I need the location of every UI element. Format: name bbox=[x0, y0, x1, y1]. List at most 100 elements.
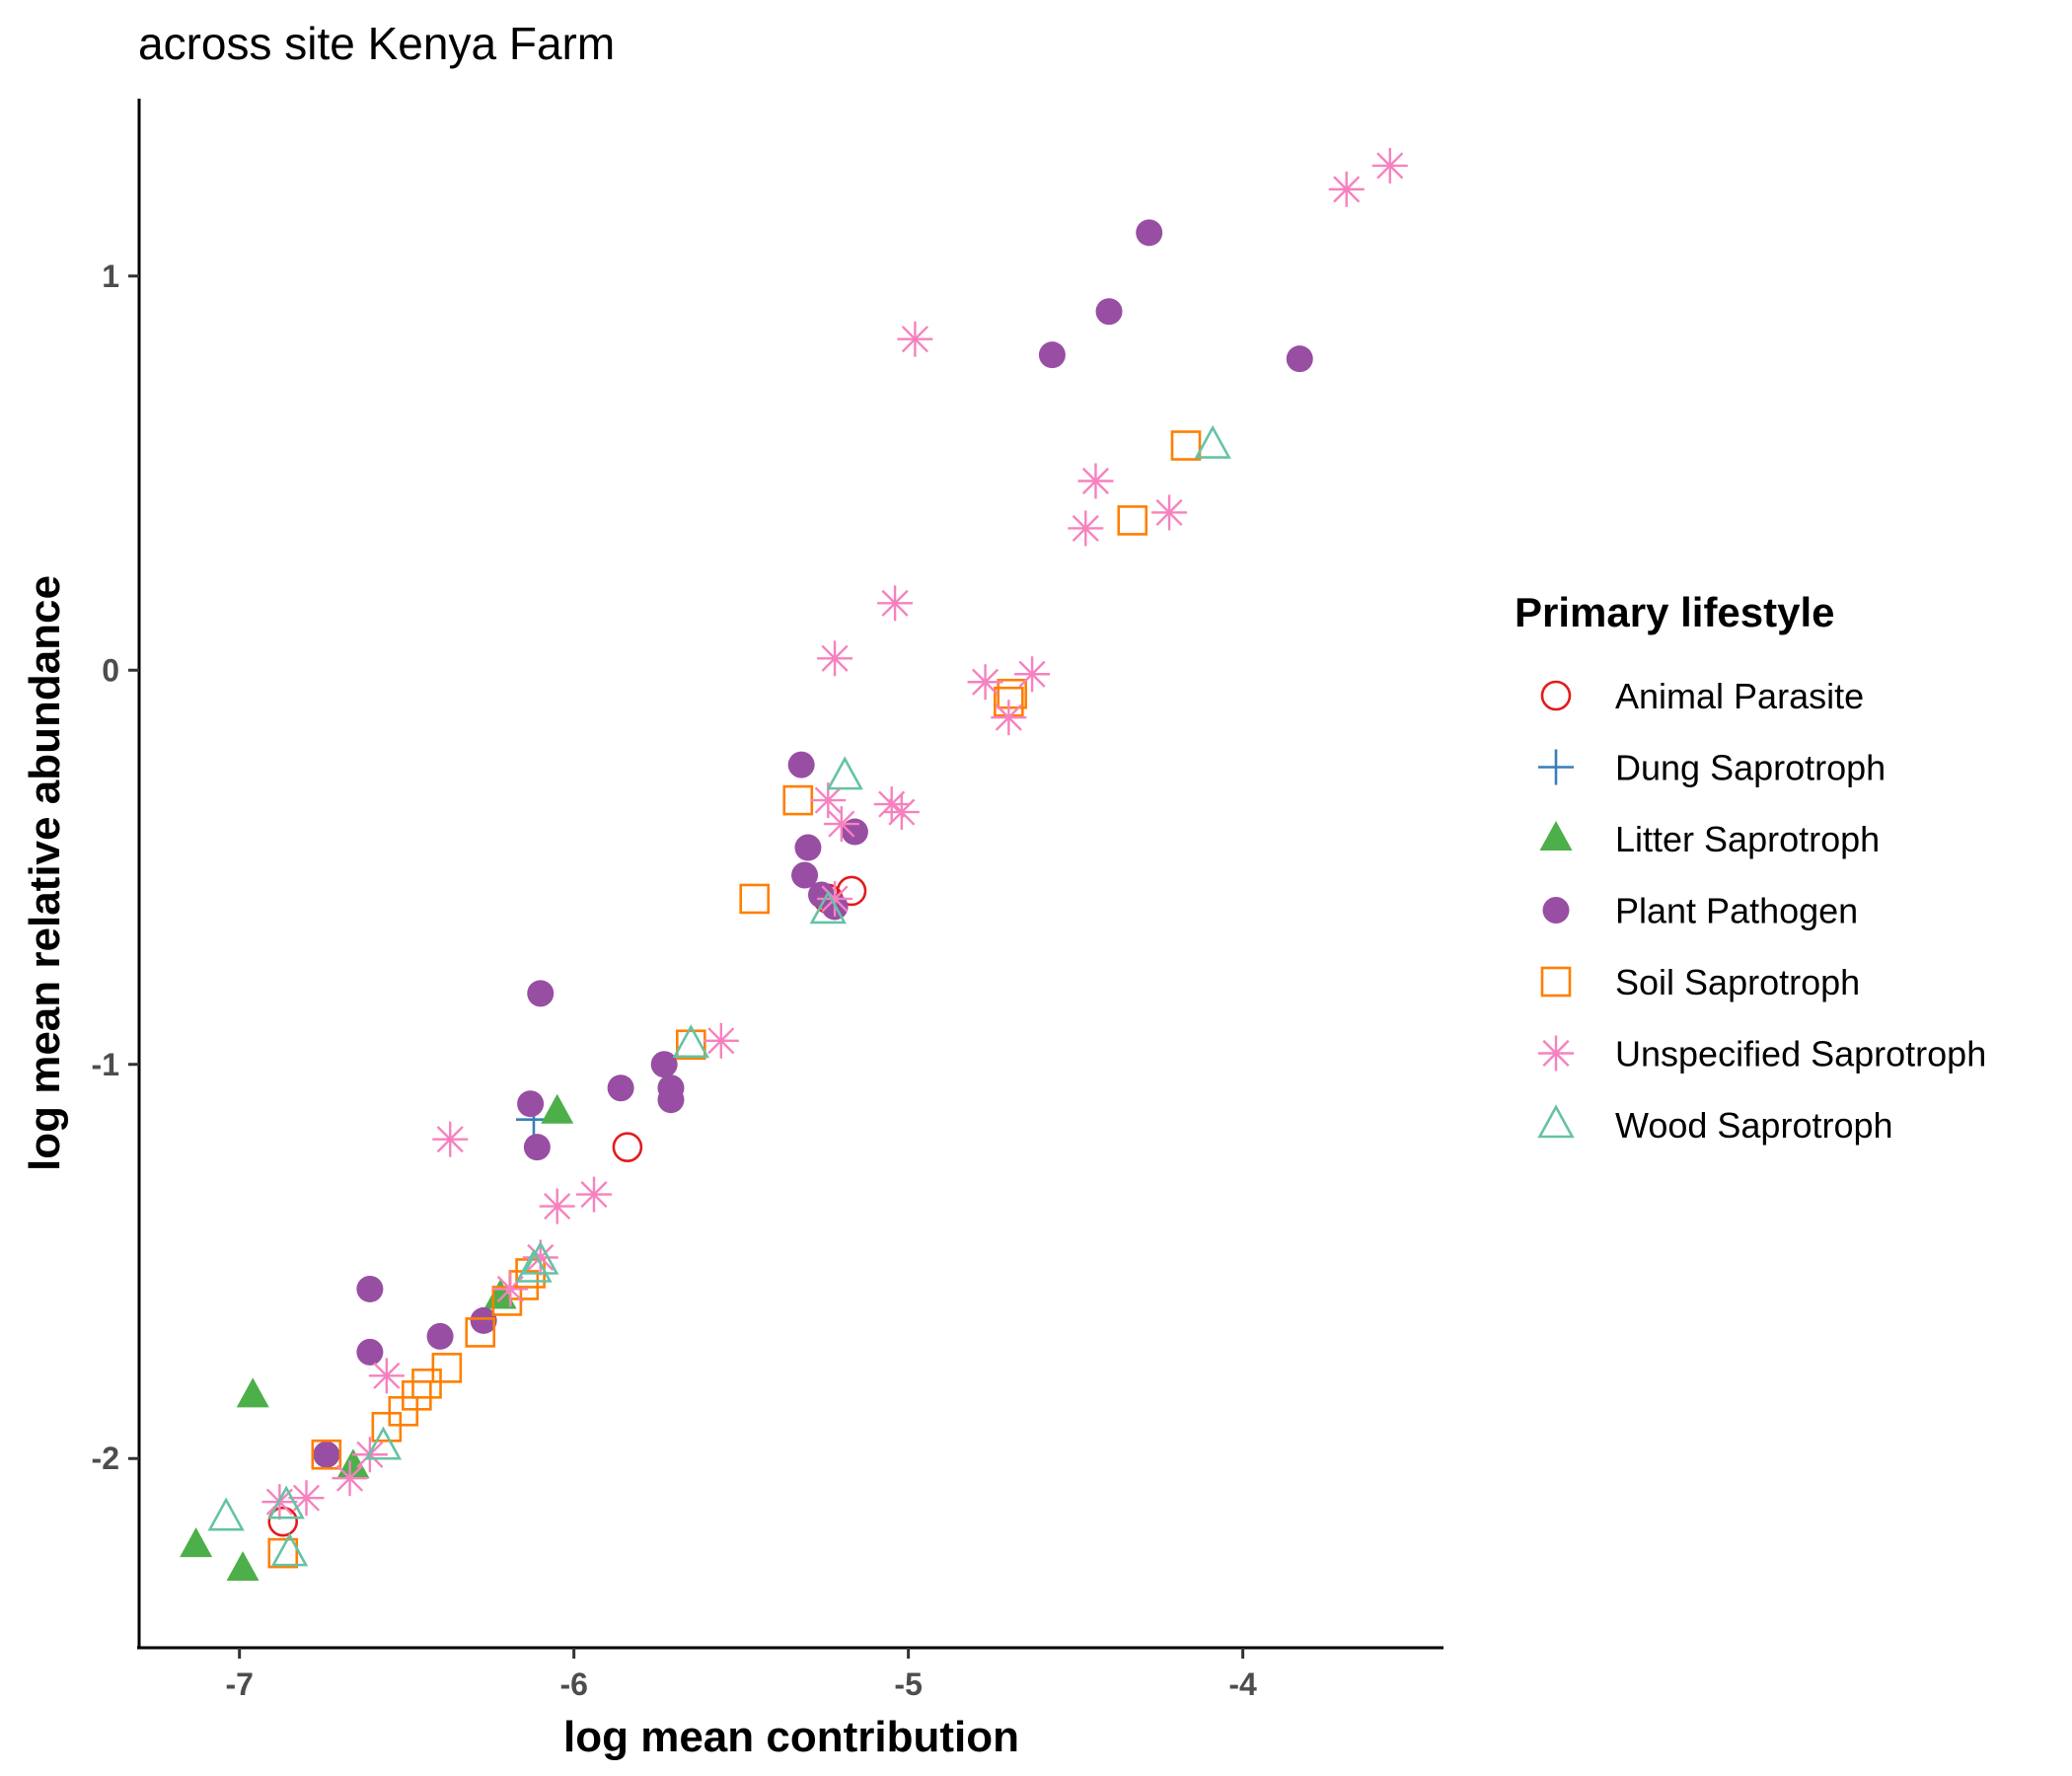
data-point bbox=[576, 1176, 613, 1213]
series-unspecified-saprotroph bbox=[261, 147, 1408, 1520]
legend-item: Wood Saprotroph bbox=[1537, 1104, 1893, 1146]
y-tick-label: 1 bbox=[102, 259, 119, 294]
legend-item: Dung Saprotroph bbox=[1538, 748, 1886, 788]
data-point bbox=[1014, 656, 1051, 693]
data-point bbox=[823, 806, 859, 843]
data-point bbox=[364, 1426, 403, 1460]
data-point bbox=[270, 1532, 309, 1567]
data-point bbox=[1117, 505, 1148, 536]
data-point bbox=[368, 1358, 405, 1394]
data-point bbox=[1077, 463, 1114, 499]
legend-key bbox=[1542, 897, 1570, 924]
data-point bbox=[180, 1527, 213, 1558]
x-axis-ticks: -7 -6 -5 -4 bbox=[225, 1648, 1257, 1702]
y-tick-label: -1 bbox=[92, 1047, 119, 1082]
data-point bbox=[465, 1317, 496, 1348]
data-point bbox=[522, 1240, 559, 1275]
chart-title: across site Kenya Farm bbox=[138, 18, 615, 69]
data-point bbox=[739, 883, 771, 915]
data-point bbox=[371, 1411, 403, 1443]
data-point bbox=[492, 1271, 529, 1307]
data-point bbox=[432, 1121, 469, 1157]
y-axis-ticks: -2 -1 0 1 bbox=[92, 259, 139, 1476]
data-point bbox=[1068, 510, 1104, 547]
x-tick-label: -6 bbox=[559, 1666, 587, 1702]
data-point bbox=[826, 756, 863, 790]
legend-label: Dung Saprotroph bbox=[1615, 748, 1886, 788]
x-tick-label: -4 bbox=[1228, 1666, 1257, 1702]
data-point bbox=[517, 1090, 545, 1118]
data-point bbox=[527, 980, 555, 1007]
data-point bbox=[288, 1480, 325, 1517]
series-litter-saprotroph bbox=[180, 1093, 574, 1582]
data-point bbox=[402, 1380, 432, 1411]
data-point bbox=[672, 1024, 710, 1059]
legend-key bbox=[1538, 749, 1574, 785]
y-tick-label: -2 bbox=[92, 1441, 119, 1476]
data-point bbox=[991, 700, 1027, 736]
data-point bbox=[207, 1497, 245, 1531]
series-soil-saprotroph bbox=[267, 430, 1202, 1569]
data-point bbox=[236, 1377, 269, 1408]
data-point bbox=[1170, 430, 1202, 461]
data-point bbox=[782, 784, 814, 816]
data-point bbox=[676, 1029, 706, 1061]
data-point bbox=[483, 1279, 517, 1309]
y-axis-title: log mean relative abundance bbox=[21, 575, 69, 1171]
plot-area bbox=[180, 147, 1408, 1582]
data-point bbox=[877, 585, 914, 622]
data-point bbox=[267, 1537, 299, 1569]
x-axis-title: log mean contribution bbox=[563, 1713, 1019, 1761]
data-point bbox=[809, 890, 847, 925]
data-point bbox=[703, 1022, 739, 1059]
legend-key bbox=[1537, 1104, 1575, 1139]
data-point bbox=[1328, 171, 1365, 207]
data-point bbox=[356, 1275, 384, 1302]
data-point bbox=[794, 834, 822, 861]
data-point bbox=[841, 818, 868, 846]
data-point bbox=[787, 751, 815, 778]
series-wood-saprotroph bbox=[207, 424, 1231, 1567]
data-point bbox=[311, 1439, 342, 1470]
legend-key bbox=[1540, 680, 1572, 711]
x-tick-label: -7 bbox=[225, 1666, 253, 1702]
legend-label: Litter Saprotroph bbox=[1615, 819, 1880, 859]
legend-label: Wood Saprotroph bbox=[1615, 1105, 1893, 1146]
legend-item: Plant Pathogen bbox=[1542, 891, 1858, 931]
legend-label: Unspecified Saprotroph bbox=[1615, 1034, 1986, 1074]
legend: Primary lifestyle Animal Parasite Dung Sa… bbox=[1515, 589, 1986, 1146]
legend-items: Animal Parasite Dung Saprotroph Litter Sap… bbox=[1537, 676, 1986, 1146]
data-point bbox=[356, 1338, 384, 1366]
data-point bbox=[612, 1132, 643, 1162]
data-point bbox=[539, 1188, 575, 1224]
data-point bbox=[1038, 341, 1066, 369]
series-plant-pathogen bbox=[313, 219, 1313, 1468]
legend-title: Primary lifestyle bbox=[1515, 589, 1835, 635]
x-tick-label: -5 bbox=[894, 1666, 922, 1702]
data-point bbox=[523, 1134, 551, 1161]
data-point bbox=[1286, 345, 1313, 373]
data-point bbox=[541, 1093, 574, 1124]
data-point bbox=[226, 1551, 259, 1582]
data-point bbox=[431, 1353, 463, 1383]
data-point bbox=[1194, 424, 1231, 459]
y-tick-label: 0 bbox=[102, 652, 119, 688]
legend-label: Soil Saprotroph bbox=[1615, 962, 1860, 1002]
data-point bbox=[1136, 219, 1163, 247]
legend-item: Animal Parasite bbox=[1540, 676, 1864, 716]
data-point bbox=[1151, 494, 1188, 531]
data-point bbox=[817, 880, 853, 917]
data-point bbox=[313, 1441, 340, 1468]
legend-key bbox=[1538, 1035, 1574, 1072]
legend-key bbox=[1540, 966, 1572, 998]
data-point bbox=[470, 1306, 497, 1334]
data-point bbox=[650, 1051, 678, 1078]
data-point bbox=[657, 1086, 685, 1114]
data-point bbox=[1371, 147, 1408, 184]
data-point bbox=[267, 1485, 305, 1519]
data-point bbox=[967, 664, 1003, 701]
legend-key bbox=[1539, 821, 1573, 851]
data-point bbox=[836, 875, 867, 907]
data-point bbox=[883, 794, 920, 831]
